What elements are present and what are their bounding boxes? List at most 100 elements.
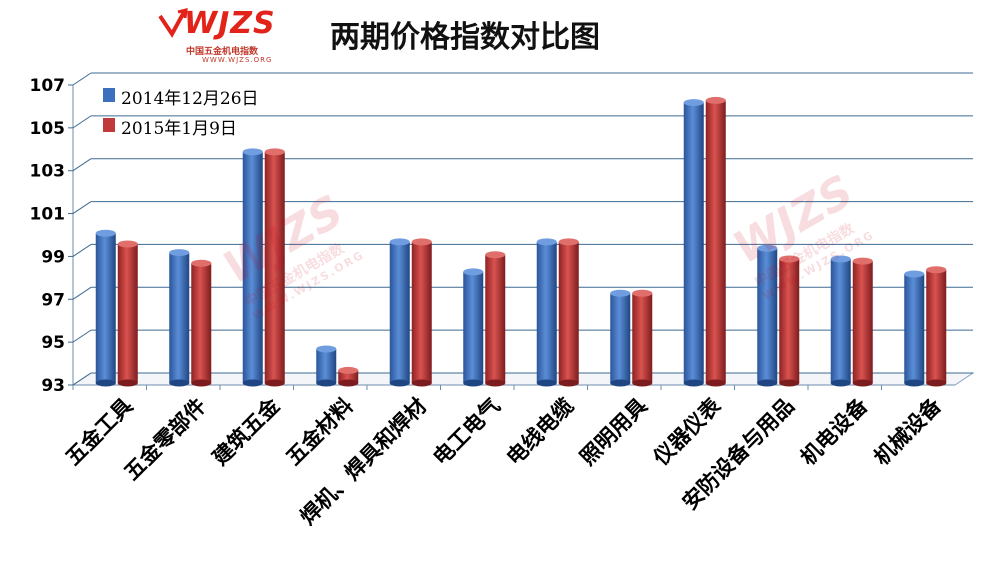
x-tick-label: 仪器仪表 [648, 393, 726, 471]
bar-base [264, 379, 285, 387]
bar-top [904, 270, 925, 278]
bar-2015 [485, 254, 506, 383]
y-tick-label: 103 [30, 162, 66, 182]
bar-2014 [904, 274, 925, 383]
bar-2014 [389, 241, 410, 383]
bar-2014 [610, 293, 631, 383]
bar-base [191, 379, 212, 387]
bar-base [338, 379, 359, 387]
bar-2014 [242, 151, 263, 383]
bar-base [411, 379, 432, 387]
bar-2014 [169, 252, 190, 383]
bar-2014 [95, 233, 116, 383]
bar-base [926, 379, 947, 387]
bar-base [610, 379, 631, 387]
y-tick-label: 95 [41, 333, 65, 353]
bar-top [316, 345, 337, 353]
bar-base [389, 379, 410, 387]
bar-top [705, 96, 726, 104]
bar-top [463, 268, 484, 276]
bar-base [485, 379, 506, 387]
bar-top [485, 251, 506, 259]
x-tick-label: 建筑五金 [208, 393, 285, 470]
bar-2014 [316, 349, 337, 383]
x-tick-label: 焊机、焊具和焊材 [296, 394, 432, 530]
bar-base [683, 379, 704, 387]
bar-base [904, 379, 925, 387]
gridline-depth [72, 286, 92, 300]
gridline-depth [72, 372, 92, 386]
bar-top [757, 244, 778, 252]
x-tick-label: 五金材料 [281, 394, 357, 470]
wjzs-logo: WJZS 中国五金机电指数 WWW.WJZS.ORG [158, 4, 298, 66]
bar-top [779, 255, 800, 263]
bar-2015 [191, 263, 212, 383]
bar-2015 [705, 100, 726, 383]
x-tick-label: 照明用具 [575, 394, 651, 470]
bar-base [558, 379, 579, 387]
bar-2015 [411, 241, 432, 383]
bar-2014 [757, 248, 778, 383]
bar-top [411, 238, 432, 246]
y-tick-label: 101 [30, 205, 66, 225]
bar-base [242, 379, 263, 387]
logo-text: WJZS [184, 6, 276, 41]
gridline-depth [72, 72, 92, 86]
bar-top [389, 238, 410, 246]
x-tick-label: 电工电气 [428, 394, 504, 470]
bar-top [926, 266, 947, 274]
bar-top [242, 148, 263, 156]
logo-subtitle: 中国五金机电指数 [186, 47, 259, 57]
bar-base [316, 379, 337, 387]
bar-base [536, 379, 557, 387]
bar-2015 [632, 293, 653, 383]
gridline-depth [72, 115, 92, 129]
bar-base [463, 379, 484, 387]
bar-base [705, 379, 726, 387]
logo-arrow-icon [158, 8, 188, 38]
legend-swatch-2015 [103, 118, 115, 132]
legend-label-2014: 2014年12月26日 [121, 89, 259, 109]
x-tick-label: 机械设备 [869, 393, 946, 470]
bar-2015 [264, 151, 285, 383]
bar-2014 [463, 271, 484, 383]
bar-2015 [558, 241, 579, 383]
bar-base [169, 379, 190, 387]
bar-2014 [830, 259, 851, 383]
bar-2015 [926, 269, 947, 383]
bar-base [95, 379, 116, 387]
bar-2015 [117, 244, 138, 383]
bar-base [852, 379, 873, 387]
bar-top [264, 148, 285, 156]
bar-top [852, 257, 873, 265]
y-tick-label: 105 [30, 119, 66, 139]
bar-top [117, 240, 138, 248]
bar-top [830, 255, 851, 263]
legend-swatch-2014 [103, 88, 115, 102]
bar-base [830, 379, 851, 387]
bar-2014 [536, 241, 557, 383]
bar-2015 [852, 261, 873, 383]
x-tick-label: 机电设备 [796, 393, 873, 470]
bar-base [757, 379, 778, 387]
bar-top [632, 289, 653, 297]
bar-top [683, 99, 704, 107]
y-tick-label: 99 [41, 247, 65, 267]
chart-title: 两期价格指数对比图 [330, 20, 600, 55]
bar-top [95, 229, 116, 237]
bar-top [169, 249, 190, 257]
gridline-depth [72, 158, 92, 172]
logo-url: WWW.WJZS.ORG [202, 56, 273, 64]
legend-label-2015: 2015年1月9日 [121, 119, 237, 139]
x-tick-label: 电线电缆 [502, 394, 578, 470]
gridline-depth [72, 329, 92, 343]
bar-base [117, 379, 138, 387]
gridline-depth [72, 201, 92, 214]
bar-top [191, 259, 212, 267]
bar-top [558, 238, 579, 246]
bar-base [779, 379, 800, 387]
y-tick-label: 107 [30, 76, 66, 96]
bar-top [338, 366, 359, 374]
gridline-depth [72, 244, 92, 257]
y-tick-label: 93 [41, 376, 65, 396]
